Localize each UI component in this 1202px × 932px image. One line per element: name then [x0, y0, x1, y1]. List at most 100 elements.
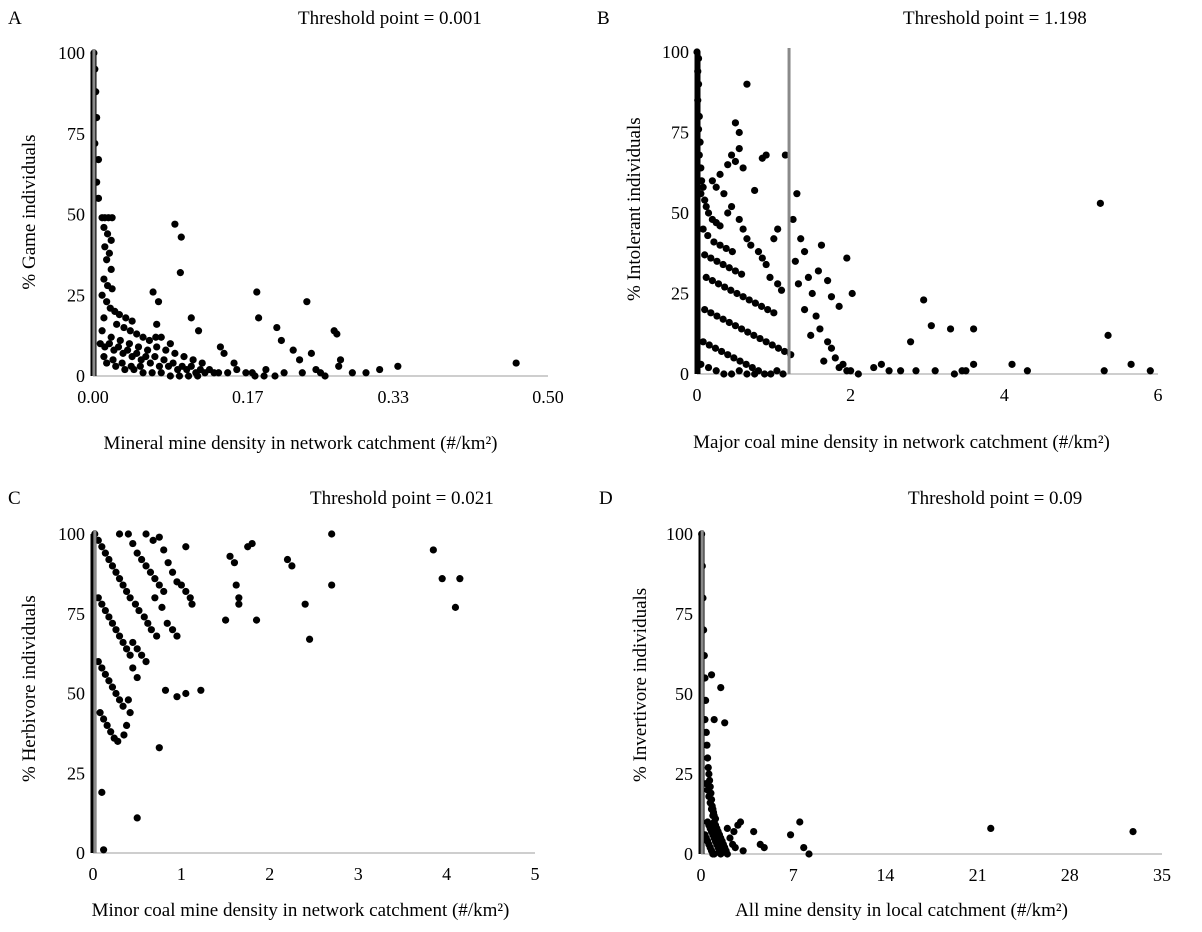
data-point — [144, 619, 152, 627]
data-point — [129, 638, 137, 647]
data-point — [100, 846, 108, 854]
data-point — [827, 293, 836, 301]
data-point — [760, 844, 768, 852]
panel-c: C Threshold point = 0.021 0 1 2 3 4 5 0 25 50 75 1… — [0, 466, 601, 932]
data-point — [169, 359, 177, 367]
data-point — [182, 587, 190, 596]
data-point — [735, 367, 743, 375]
data-point — [730, 828, 738, 836]
data-point — [704, 363, 713, 372]
data-point — [720, 370, 728, 378]
data-point — [198, 359, 206, 367]
data-point — [94, 658, 102, 666]
data-point — [723, 824, 731, 832]
y-tick-label: 100 — [666, 524, 693, 544]
x-tick-label: 6 — [1154, 385, 1163, 405]
data-point — [733, 289, 741, 298]
data-point — [145, 336, 154, 345]
data-point — [136, 362, 144, 370]
data-point — [709, 812, 717, 820]
data-point — [101, 549, 109, 557]
x-axis-label: Major coal mine density in network catch… — [693, 432, 1110, 453]
data-point — [115, 575, 124, 583]
data-point — [701, 251, 709, 259]
data-point — [98, 543, 106, 551]
data-point — [112, 689, 120, 698]
data-point — [757, 302, 766, 310]
data-point — [716, 170, 724, 178]
data-point — [273, 323, 281, 332]
data-point — [777, 286, 786, 294]
y-tick-label: 25 — [675, 764, 693, 784]
data-point — [108, 619, 117, 627]
data-point — [1008, 360, 1016, 368]
data-point — [149, 288, 157, 296]
data-point — [105, 677, 113, 685]
data-point — [176, 269, 184, 277]
data-point — [135, 606, 143, 615]
data-point — [94, 155, 103, 164]
data-point — [142, 658, 150, 666]
data-point — [107, 333, 115, 341]
data-point — [94, 194, 103, 202]
data-point — [139, 333, 147, 341]
data-point — [804, 273, 813, 281]
data-point — [248, 539, 256, 548]
data-point — [146, 568, 155, 576]
data-point — [122, 587, 131, 596]
data-point — [708, 277, 716, 285]
data-point — [100, 314, 108, 322]
data-point — [144, 346, 152, 354]
data-point — [222, 616, 230, 624]
data-point — [112, 626, 120, 634]
data-point — [129, 664, 137, 672]
data-point — [362, 369, 370, 377]
data-point — [717, 684, 725, 692]
data-point — [101, 670, 109, 678]
data-point — [773, 367, 781, 375]
data-point — [124, 530, 132, 538]
data-point — [154, 298, 163, 306]
data-point — [748, 363, 756, 372]
data-point — [116, 336, 124, 345]
data-point — [107, 236, 115, 244]
data-point — [126, 709, 134, 717]
data-point — [743, 80, 751, 88]
data-point — [301, 600, 309, 608]
data-point — [743, 235, 751, 243]
threshold-text: Threshold point = 0.09 — [908, 488, 1083, 509]
x-tick-label: 2 — [265, 864, 274, 884]
data-point — [152, 333, 160, 341]
data-point — [843, 367, 851, 375]
data-point — [171, 220, 179, 228]
data-point — [255, 314, 263, 322]
data-point — [731, 844, 739, 852]
data-point — [717, 347, 726, 356]
data-point — [707, 309, 715, 317]
data-point — [817, 241, 826, 249]
threshold-text: Threshold point = 0.001 — [298, 8, 482, 29]
data-point — [701, 196, 709, 204]
data-point — [108, 683, 117, 691]
data-point — [163, 619, 171, 627]
data-point — [712, 183, 720, 191]
data-point — [220, 349, 228, 357]
data-point — [703, 754, 712, 762]
data-point — [781, 151, 789, 159]
data-point — [115, 530, 124, 538]
y-tick-label: 25 — [67, 285, 85, 305]
data-point — [730, 354, 738, 362]
data-point — [260, 372, 268, 380]
data-point — [737, 270, 746, 278]
data-point — [129, 539, 137, 548]
data-point — [335, 362, 343, 370]
data-point — [722, 244, 730, 253]
data-point — [854, 370, 862, 378]
data-point — [767, 370, 775, 378]
data-point — [157, 369, 165, 377]
data-point — [756, 334, 764, 343]
data-point — [725, 264, 733, 272]
data-point — [701, 306, 709, 314]
data-point — [739, 847, 747, 855]
data-point — [429, 546, 437, 554]
